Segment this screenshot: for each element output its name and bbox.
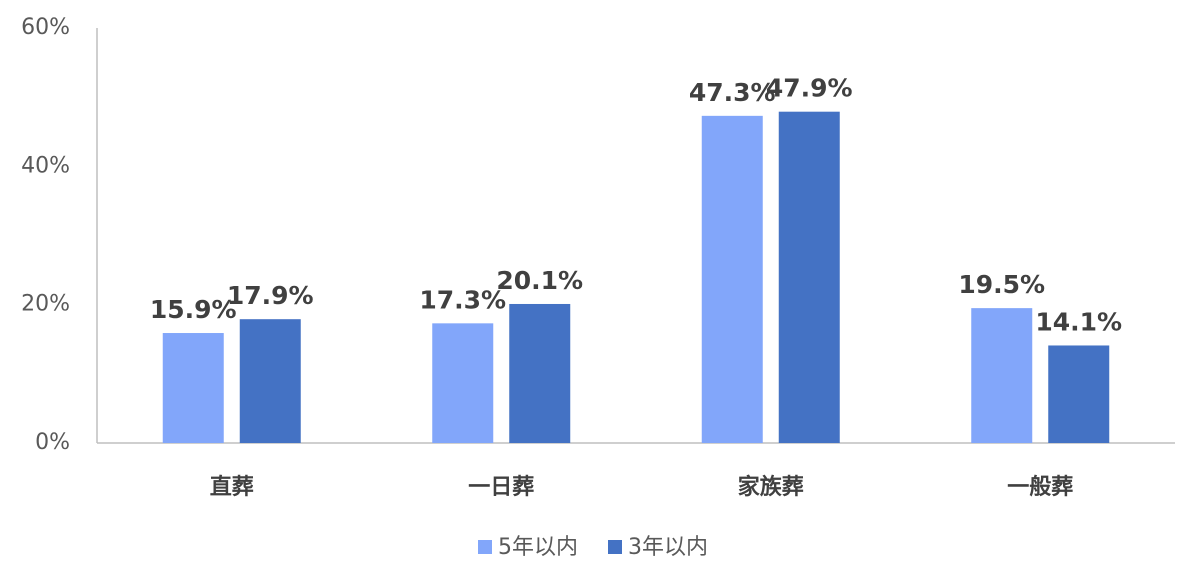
x-tick-label: 直葬 (210, 474, 254, 500)
value-label: 14.1% (1035, 307, 1122, 336)
value-label: 17.9% (227, 281, 314, 310)
value-label: 20.1% (496, 266, 583, 295)
bar (701, 115, 763, 443)
bar (162, 333, 224, 443)
value-label: 47.9% (766, 74, 853, 103)
bar (1048, 345, 1110, 443)
y-tick-label: 60% (21, 15, 70, 40)
x-tick-label: 一日葬 (468, 474, 534, 500)
y-tick-label: 20% (21, 292, 70, 317)
bar (432, 323, 494, 443)
y-tick-label: 40% (21, 153, 70, 178)
legend-swatch (478, 540, 492, 554)
legend-swatch (608, 540, 622, 554)
bar (239, 319, 301, 443)
value-label: 47.3% (689, 78, 776, 107)
value-label: 15.9% (150, 295, 237, 324)
x-tick-label: 一般葬 (1007, 474, 1073, 500)
y-tick-label: 0% (35, 430, 70, 455)
value-label: 17.3% (419, 285, 506, 314)
bar (509, 303, 571, 443)
legend-label: 3年以内 (628, 535, 708, 560)
value-label: 19.5% (958, 270, 1045, 299)
x-tick-label: 家族葬 (738, 474, 804, 500)
legend-label: 5年以内 (498, 535, 578, 560)
bar (778, 111, 840, 444)
bar (971, 308, 1033, 443)
